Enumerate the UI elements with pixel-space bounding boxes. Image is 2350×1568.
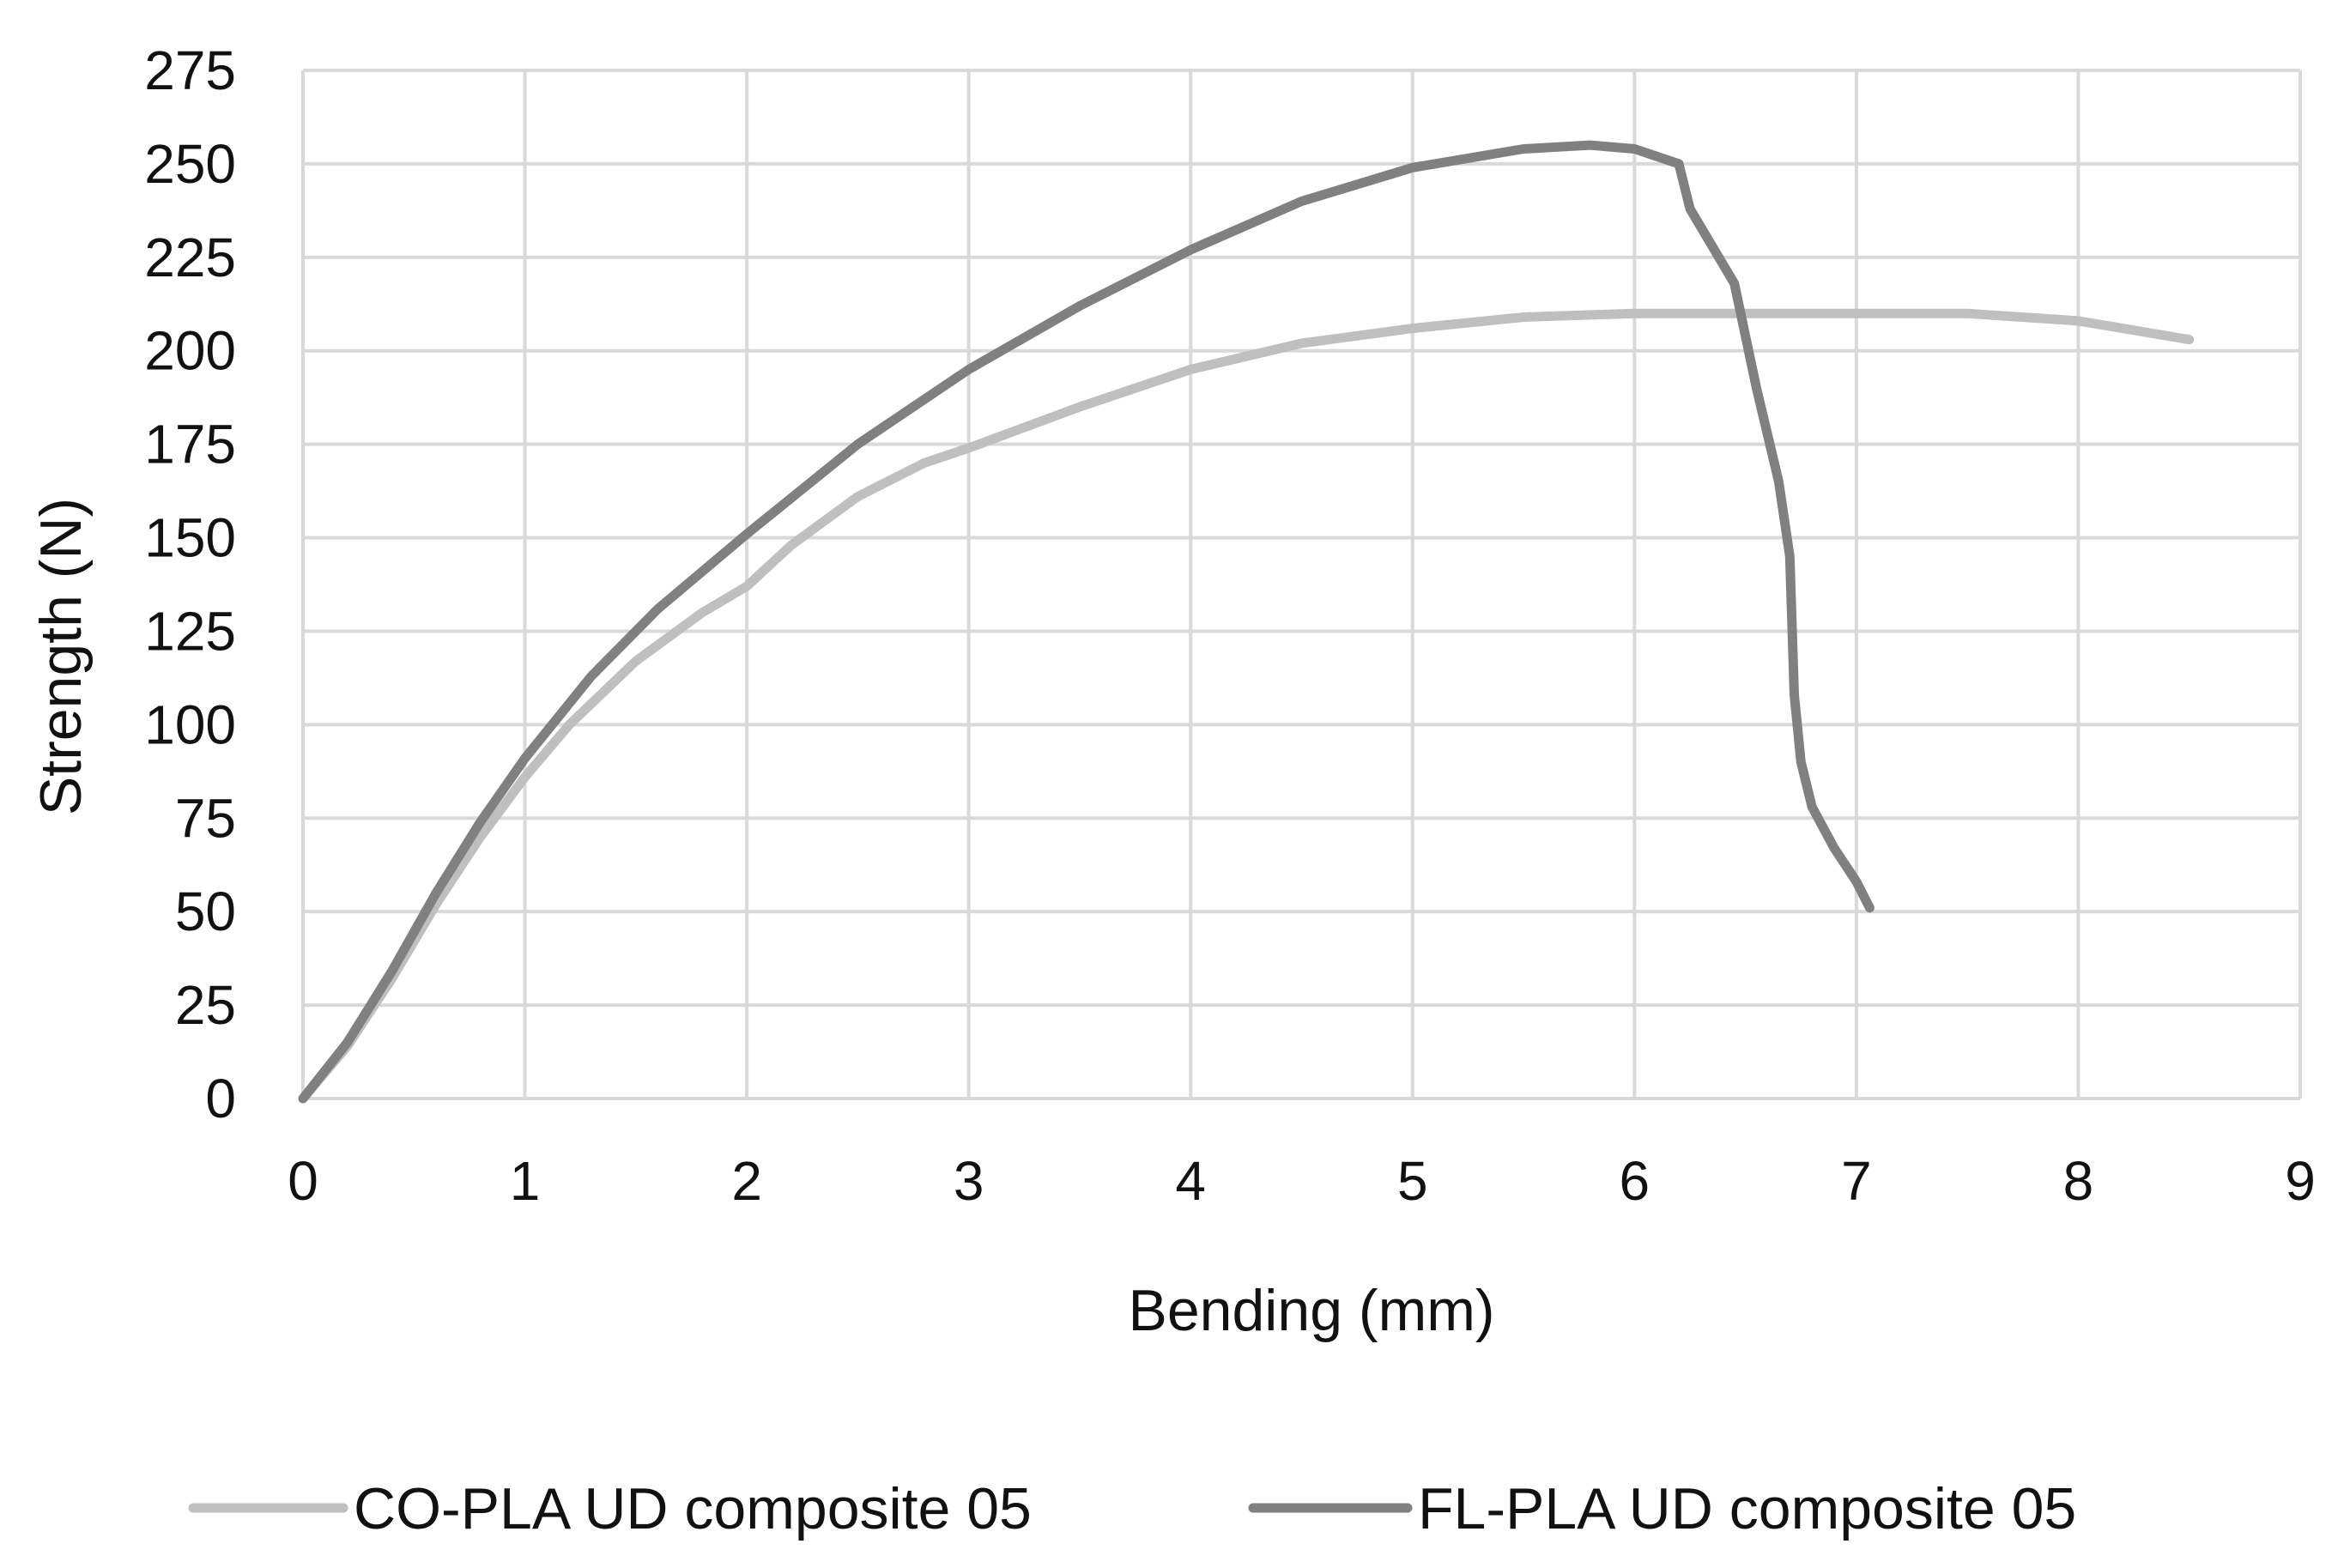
x-tick-label: 5 — [1397, 1150, 1428, 1212]
y-tick-label: 200 — [144, 320, 236, 382]
x-axis-tick-labels: 0 1 2 3 4 5 6 7 8 9 — [288, 1150, 2316, 1212]
legend: CO-PLA UD composite 05 FL-PLA UD composi… — [188, 1476, 2076, 1541]
x-tick-label: 3 — [954, 1150, 984, 1212]
y-tick-label: 25 — [175, 974, 236, 1036]
y-tick-label: 250 — [144, 133, 236, 195]
y-tick-label: 125 — [144, 600, 236, 662]
y-axis-label: Strength (N) — [28, 498, 94, 815]
x-tick-label: 8 — [2063, 1150, 2094, 1212]
series-line-fl-pla — [298, 140, 1875, 1104]
y-tick-label: 100 — [144, 693, 236, 755]
y-tick-label: 175 — [144, 414, 236, 475]
y-tick-label: 75 — [175, 787, 236, 849]
x-tick-label: 1 — [510, 1150, 541, 1212]
y-tick-label: 225 — [144, 227, 236, 288]
y-tick-label: 50 — [175, 881, 236, 942]
series-group — [298, 140, 2195, 1104]
x-tick-label: 7 — [1841, 1150, 1872, 1212]
legend-label-fl-pla: FL-PLA UD composite 05 — [1418, 1476, 2076, 1541]
y-axis-tick-labels: 0 25 50 75 100 125 150 175 200 225 250 275 — [144, 39, 236, 1129]
x-axis-label: Bending (mm) — [1128, 1278, 1494, 1343]
x-tick-label: 4 — [1175, 1150, 1206, 1212]
x-tick-label: 0 — [288, 1150, 318, 1212]
x-tick-label: 9 — [2285, 1150, 2316, 1212]
y-tick-label: 275 — [144, 39, 236, 101]
y-tick-label: 150 — [144, 507, 236, 569]
y-tick-label: 0 — [205, 1068, 236, 1129]
x-tick-label: 2 — [731, 1150, 762, 1212]
series-line-co-pla — [298, 308, 2195, 1104]
legend-label-co-pla: CO-PLA UD composite 05 — [354, 1476, 1032, 1541]
grid — [301, 69, 2302, 1100]
x-tick-label: 6 — [1620, 1150, 1650, 1212]
